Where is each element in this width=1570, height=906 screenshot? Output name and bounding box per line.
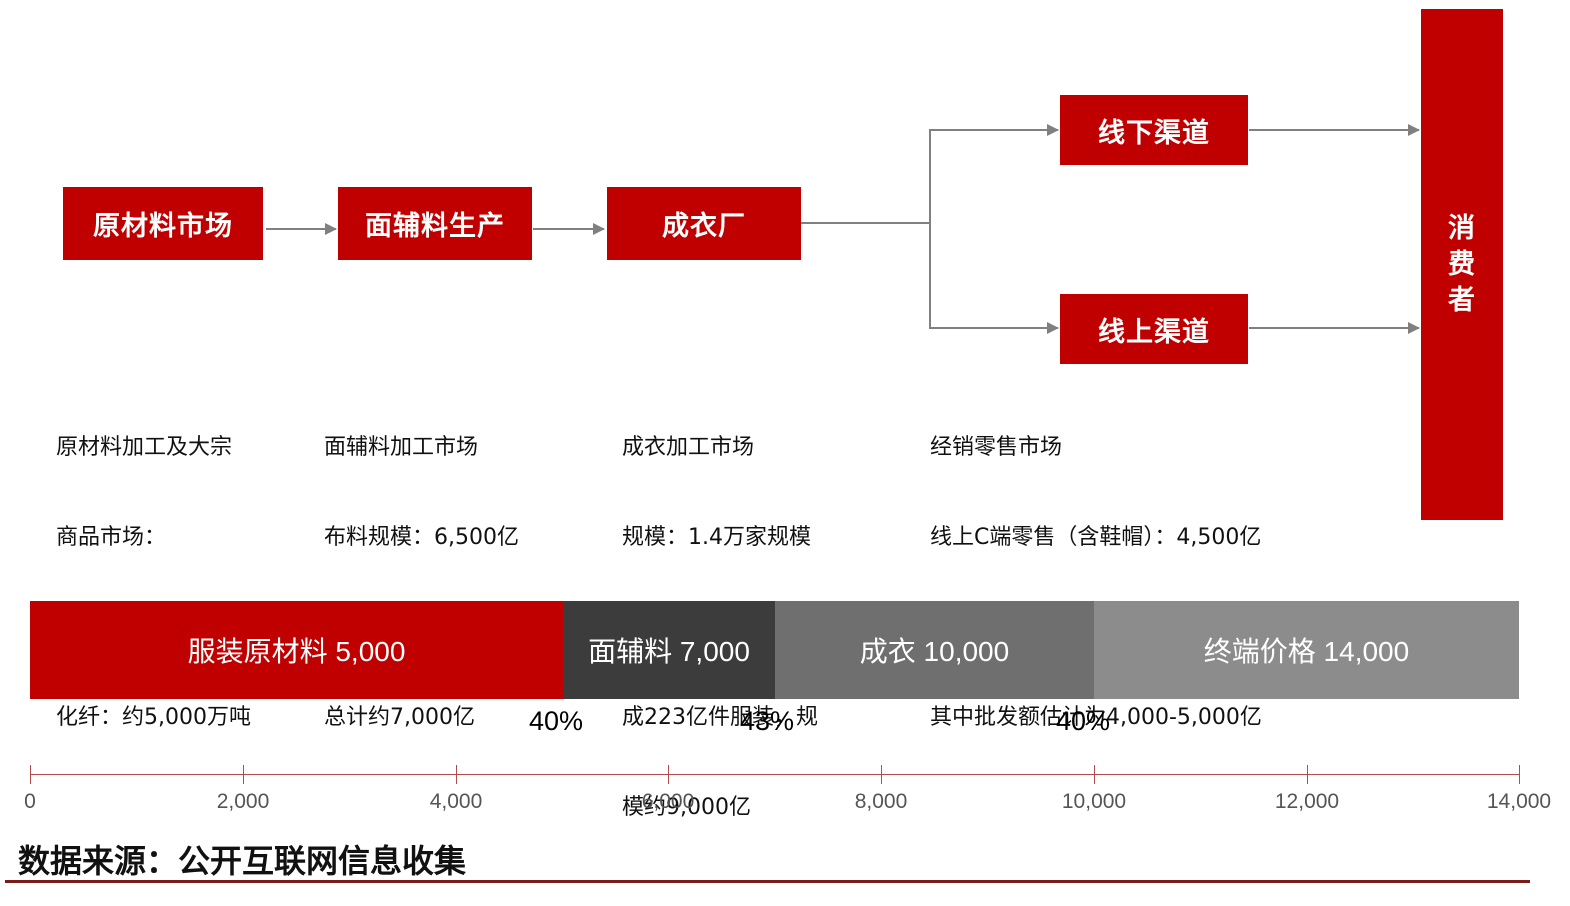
segment-label: 面辅料 7,000: [588, 636, 750, 667]
consumer-char: 者: [1448, 284, 1476, 316]
desc-line: 布料规模：6,500亿: [324, 525, 519, 550]
desc-line: 原材料加工及大宗: [56, 435, 233, 460]
consumer-char: 消: [1448, 212, 1476, 244]
desc-line: 线上C端零售（含鞋帽）：4,500亿: [930, 525, 1262, 550]
segment-label: 成衣 10,000: [859, 636, 1010, 667]
x-tick: [668, 765, 669, 784]
flow-connectors: [266, 124, 1420, 334]
markup-label: 40%: [528, 706, 584, 736]
desc-line: 面辅料加工市场: [324, 435, 479, 460]
consumer-char: 费: [1448, 248, 1476, 280]
desc-retail: 经销零售市场 线上C端零售（含鞋帽）：4,500亿 线下C端零售（含鞋帽）：9,…: [930, 373, 1262, 763]
desc-line: 总计约7,000亿: [324, 705, 475, 730]
markup-label: 40%: [1055, 706, 1111, 736]
x-tick: [30, 765, 31, 784]
markup-label: 43%: [739, 706, 795, 736]
x-tick: [456, 765, 457, 784]
desc-line: 规模：1.4万家规模: [622, 525, 811, 550]
desc-line: 化纤：约5,000万吨: [56, 705, 251, 730]
x-tick-label: 10,000: [1061, 790, 1127, 813]
node-fabric-production: 面辅料生产: [338, 187, 532, 260]
node-label: 线上渠道: [1098, 316, 1210, 348]
bar-segment-retail-price: 终端价格 14,000: [1094, 601, 1519, 699]
x-tick: [1094, 765, 1095, 784]
x-axis-line: [30, 774, 1520, 775]
x-tick-label: 0: [24, 790, 36, 813]
node-garment-factory: 成衣厂: [607, 187, 801, 260]
x-tick-label: 6,000: [641, 790, 695, 813]
node-label: 原材料市场: [93, 211, 233, 242]
desc-line: 商品市场：: [56, 525, 167, 550]
x-tick-label: 8,000: [854, 790, 908, 813]
arrow-to-offline: [929, 124, 1059, 223]
bar-segment-raw-material: 服装原材料 5,000: [30, 601, 563, 699]
arrow-to-online: [929, 223, 1059, 334]
node-label: 面辅料生产: [365, 211, 505, 242]
desc-line: 成223亿件服装，规: [622, 705, 818, 730]
node-online-channel: 线上渠道: [1060, 294, 1248, 364]
data-source-note: 数据来源：公开互联网信息收集: [18, 842, 467, 880]
x-tick: [243, 765, 244, 784]
bar-segment-fabric: 面辅料 7,000: [563, 601, 775, 699]
bar-segment-garment: 成衣 10,000: [775, 601, 1094, 699]
footer-divider: [5, 880, 1530, 883]
desc-line: 经销零售市场: [930, 435, 1063, 460]
x-tick-label: 4,000: [429, 790, 483, 813]
segment-label: 服装原材料 5,000: [187, 636, 406, 667]
node-raw-material-market: 原材料市场: [63, 187, 263, 260]
node-consumer: 消 费 者: [1421, 9, 1503, 520]
x-tick-label: 2,000: [216, 790, 270, 813]
x-tick: [1519, 765, 1520, 784]
x-tick-label: 14,000: [1486, 790, 1552, 813]
desc-line: 模约9,000亿: [622, 795, 751, 820]
desc-fabric: 面辅料加工市场 布料规模：6,500亿 辅料规模：600亿 总计约7,000亿: [324, 373, 519, 763]
x-tick: [881, 765, 882, 784]
node-label: 成衣厂: [662, 211, 746, 242]
desc-line: 其中批发额估计为4,000-5,000亿: [930, 705, 1262, 730]
segment-label: 终端价格 14,000: [1203, 636, 1410, 667]
node-label: 线下渠道: [1098, 117, 1210, 149]
node-offline-channel: 线下渠道: [1060, 95, 1248, 165]
x-tick-label: 12,000: [1274, 790, 1340, 813]
desc-line: 成衣加工市场: [622, 435, 755, 460]
x-tick: [1307, 765, 1308, 784]
desc-raw-material: 原材料加工及大宗 商品市场： 棉花：约600万吨 化纤：约5,000万吨: [56, 373, 251, 763]
